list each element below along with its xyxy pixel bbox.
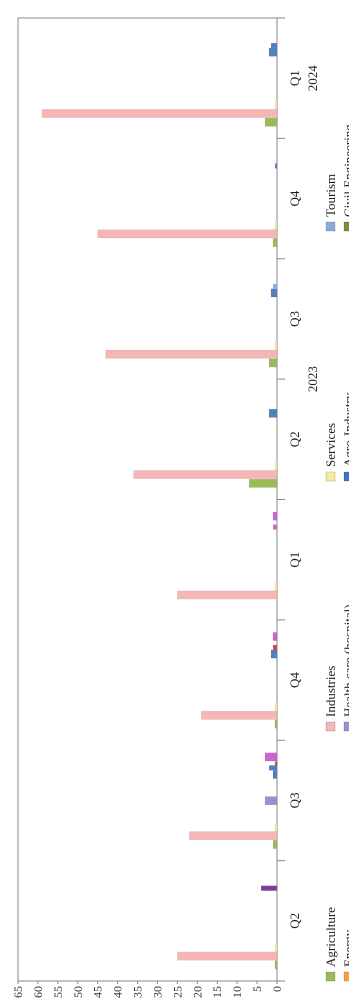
bar-marker <box>275 163 277 169</box>
bar <box>264 796 278 806</box>
bar <box>274 960 278 970</box>
bar <box>274 341 278 350</box>
bar <box>268 358 278 368</box>
bar <box>201 710 278 720</box>
bar-marker <box>273 524 277 530</box>
bar <box>270 288 278 298</box>
bar <box>97 229 278 239</box>
legend-label: Tourism <box>323 174 338 217</box>
category-label: Q3 <box>287 792 302 808</box>
category-label: Q1 <box>287 70 302 86</box>
legend-label: Agriculture <box>323 907 338 967</box>
year-label: 2024 <box>305 65 320 92</box>
bar <box>272 840 278 849</box>
bar <box>264 117 278 127</box>
bar <box>270 649 278 659</box>
y-tick-label: 15 <box>210 986 224 998</box>
bar <box>41 109 278 118</box>
legend-label: Agro-Industry <box>341 392 349 467</box>
legend-swatch <box>325 721 336 732</box>
bar <box>248 478 278 488</box>
y-tick-label: 30 <box>150 986 164 998</box>
bar <box>272 632 278 641</box>
y-tick-label: 45 <box>91 986 105 998</box>
legend-swatch <box>325 971 336 982</box>
category-label: Q3 <box>287 311 302 327</box>
bar <box>177 951 278 961</box>
bar-marker <box>261 885 277 891</box>
bar <box>274 822 278 832</box>
bar-marker <box>271 43 277 49</box>
bar <box>268 408 278 418</box>
bar-marker <box>273 644 277 650</box>
bar <box>274 581 278 591</box>
legend-label: Health care (hospital) <box>341 604 349 717</box>
bar <box>177 590 278 600</box>
bar <box>133 470 278 479</box>
bar <box>274 719 278 729</box>
legend-swatch <box>343 971 349 982</box>
y-tick-label: 10 <box>230 986 244 998</box>
bar <box>189 831 278 841</box>
y-tick-label: 55 <box>51 986 65 998</box>
y-tick-label: 60 <box>31 986 45 998</box>
category-label: Q2 <box>287 913 302 929</box>
legend-swatch <box>325 221 336 232</box>
bar <box>105 349 278 359</box>
bar-marker <box>269 765 277 771</box>
y-tick-label: 65 <box>11 986 25 998</box>
legend-label: Industries <box>323 666 338 717</box>
y-tick-label: 35 <box>131 986 145 998</box>
bar <box>274 461 278 471</box>
legend-label: Services <box>323 423 338 467</box>
legend-swatch <box>343 721 349 732</box>
legend-swatch <box>343 471 349 482</box>
bar <box>274 702 278 711</box>
y-tick-label: 25 <box>170 986 184 998</box>
legend-swatch <box>325 471 336 482</box>
category-label: Q1 <box>287 552 302 568</box>
category-label: Q4 <box>287 190 302 206</box>
bar <box>264 752 278 762</box>
bar <box>272 238 278 247</box>
bar <box>274 942 278 952</box>
bar <box>268 47 278 57</box>
category-label: Q4 <box>287 672 302 688</box>
category-label: Q2 <box>287 431 302 447</box>
bar <box>272 511 278 521</box>
legend-label: Energy <box>341 929 349 967</box>
bar <box>274 220 278 230</box>
bar <box>272 770 278 779</box>
y-tick-label: 5 <box>250 986 264 992</box>
bar-marker <box>273 283 277 289</box>
y-tick-label: 20 <box>190 986 204 998</box>
y-tick-label: 50 <box>71 986 85 998</box>
y-tick-label: 40 <box>111 986 125 998</box>
bar <box>274 100 278 110</box>
year-label: 2023 <box>305 366 320 392</box>
legend-swatch <box>343 221 349 232</box>
y-tick-label: 0 <box>270 986 284 992</box>
legend-label: Civil Engineering <box>341 124 349 217</box>
